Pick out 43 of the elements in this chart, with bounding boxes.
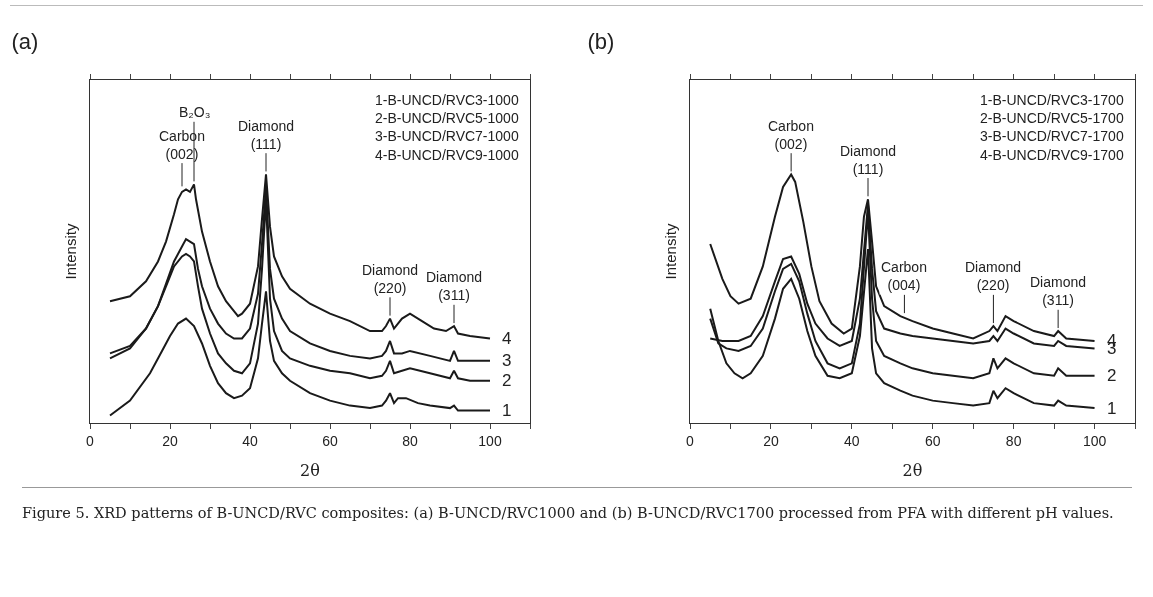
- x-tick-label: 100: [1082, 432, 1107, 449]
- series-label: 4: [502, 329, 512, 348]
- x-tick-label: 60: [924, 432, 941, 449]
- annotation: Carbon (004): [881, 259, 927, 294]
- text: 3-B-UNCD/RVC7-1700: [980, 128, 1124, 145]
- x-axis-title: 2θ: [300, 461, 320, 480]
- x-tick-label: 100: [478, 432, 502, 449]
- text: 2-B-UNCD/RVC5-1700: [980, 110, 1124, 127]
- series-label: 2: [502, 371, 512, 390]
- text: 3-B-UNCD/RVC7-1000: [375, 128, 519, 145]
- text: 1-B-UNCD/RVC3-1000: [375, 92, 519, 108]
- annotation: Diamond (220): [965, 259, 1022, 294]
- x-tick-label: 60: [322, 432, 338, 449]
- annotation: Diamond (311): [426, 269, 483, 304]
- chart-title: (b): [587, 29, 615, 54]
- annotation: Diamond (111): [238, 118, 295, 153]
- annotation: Diamond (220): [362, 262, 419, 297]
- x-tick-label: 40: [242, 432, 258, 449]
- x-tick-label: 40: [844, 432, 860, 449]
- series-label: 1: [1107, 399, 1117, 418]
- text: 2-B-UNCD/RVC5-1000: [375, 110, 519, 127]
- x-tick-label: 20: [763, 432, 779, 449]
- x-tick-label: 80: [1005, 432, 1022, 449]
- series-label: 3: [502, 351, 512, 370]
- text: 4-B-UNCD/RVC9-1000: [375, 146, 519, 163]
- caption: Figure 5. XRD patterns of B-UNCD/RVC composites: (a) B-UNCD/RVC1000 and (b) B-UNCD/RVC1700 processed from PFA with different pH values.: [22, 487, 1132, 524]
- annotation: Carbon (002): [159, 128, 205, 163]
- x-axis-title: 2θ: [902, 461, 923, 480]
- text: 1-B-UNCD/RVC3-1700: [980, 92, 1124, 108]
- x-tick-label: 20: [162, 432, 178, 449]
- y-axis-title: Intensity: [62, 223, 80, 280]
- series-label: 1: [502, 401, 512, 420]
- annotation: Diamond (311): [1030, 274, 1087, 309]
- annotation: Carbon (002): [768, 118, 814, 153]
- x-tick-label: 0: [86, 432, 95, 449]
- text: 4-B-UNCD/RVC9-1700: [980, 146, 1124, 163]
- annotation: B₂O₃: [179, 104, 211, 120]
- x-tick-label: 80: [402, 432, 418, 449]
- y-axis-title: Intensity: [662, 223, 680, 280]
- x-tick-label: 0: [686, 432, 695, 449]
- annotation: Diamond (111): [840, 143, 897, 178]
- series-label: 2: [1107, 366, 1117, 385]
- chart-title: (a): [11, 29, 39, 54]
